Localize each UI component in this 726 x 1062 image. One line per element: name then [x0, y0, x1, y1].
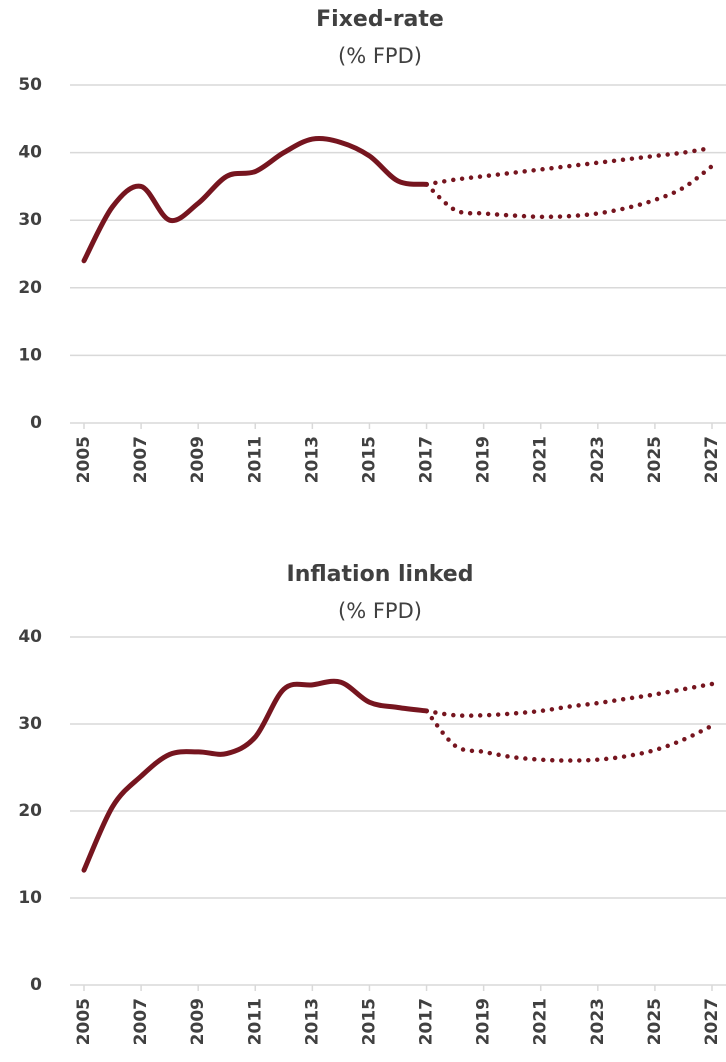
x-tick-label: 2005 — [74, 436, 94, 483]
x-tick-label: 2019 — [474, 436, 494, 483]
x-tick-label: 2013 — [302, 436, 322, 483]
line-series — [424, 163, 715, 220]
line-series — [81, 136, 430, 264]
line-series — [424, 681, 715, 718]
x-tick-label: 2007 — [131, 436, 151, 483]
chart-subtitle: (% FPD) — [338, 599, 422, 623]
x-tick-label: 2009 — [188, 436, 208, 483]
x-tick-label: 2009 — [188, 998, 208, 1045]
y-tick-label: 0 — [30, 975, 42, 995]
x-tick-label: 2007 — [131, 998, 151, 1045]
line-series — [424, 145, 715, 187]
chart-subtitle: (% FPD) — [338, 44, 422, 68]
y-tick-label: 0 — [30, 413, 42, 433]
line-series — [424, 708, 715, 763]
y-tick-label: 20 — [18, 278, 42, 298]
x-tick-label: 2013 — [302, 998, 322, 1045]
y-tick-label: 10 — [18, 345, 42, 365]
x-tick-label: 2011 — [245, 998, 265, 1045]
x-tick-label: 2021 — [531, 998, 551, 1045]
x-tick-label: 2023 — [588, 436, 608, 483]
x-tick-label: 2005 — [74, 998, 94, 1045]
x-tick-label: 2017 — [417, 436, 437, 483]
y-tick-label: 20 — [18, 801, 42, 821]
x-tick-label: 2021 — [531, 436, 551, 483]
y-tick-label: 30 — [18, 210, 42, 230]
x-tick-label: 2025 — [645, 436, 665, 483]
chart-title: Fixed-rate — [316, 7, 444, 32]
y-tick-label: 40 — [18, 143, 42, 163]
x-tick-label: 2027 — [702, 998, 722, 1045]
x-tick-label: 2011 — [245, 436, 265, 483]
x-tick-label: 2015 — [359, 436, 379, 483]
line-series — [81, 678, 430, 873]
x-tick-label: 2025 — [645, 998, 665, 1045]
x-tick-label: 2015 — [359, 998, 379, 1045]
chart-title: Inflation linked — [287, 562, 474, 587]
y-tick-label: 10 — [18, 888, 42, 908]
y-tick-label: 40 — [18, 627, 42, 647]
x-tick-label: 2027 — [702, 436, 722, 483]
y-tick-label: 30 — [18, 714, 42, 734]
x-tick-label: 2019 — [474, 998, 494, 1045]
y-tick-label: 50 — [18, 75, 42, 95]
x-tick-label: 2023 — [588, 998, 608, 1045]
x-tick-label: 2017 — [417, 998, 437, 1045]
